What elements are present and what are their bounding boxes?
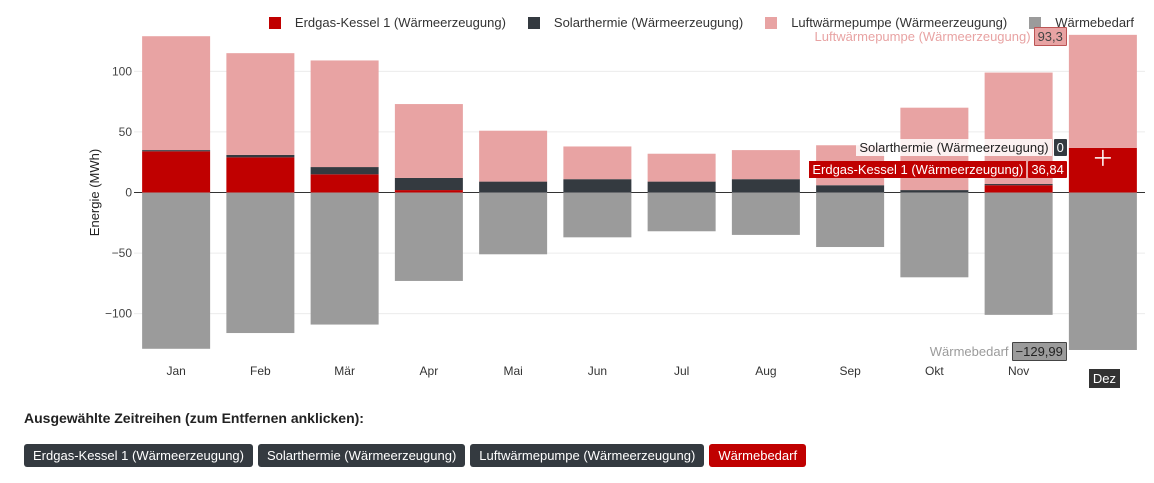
hover-label: Erdgas-Kessel 1 (Wärmeerzeugung) 36,84 — [809, 161, 1067, 178]
hover-series-name: Wärmebedarf — [929, 343, 1009, 359]
hover-label: Luftwärmepumpe (Wärmeerzeugung) 93,3 — [814, 26, 1067, 46]
bar-segment — [900, 190, 969, 193]
legend-swatch — [268, 16, 281, 29]
selected-series-title: Ausgewählte Zeitreihen (zum Entfernen an… — [24, 410, 364, 426]
legend-item[interactable]: Erdgas-Kessel 1 (Wärmeerzeugung) — [268, 15, 506, 30]
bar-segment — [731, 192, 800, 235]
bar-segment — [226, 154, 295, 158]
bar-segment — [142, 151, 211, 193]
bar-segment — [984, 185, 1053, 193]
y-tick-label: 50 — [119, 125, 133, 139]
bar-segment — [394, 104, 463, 178]
legend-item[interactable]: Solarthermie (Wärmeerzeugung) — [527, 15, 744, 30]
x-tick-label: Jun — [588, 364, 607, 378]
bar-segment — [226, 53, 295, 155]
hover-value: −129,99 — [1011, 341, 1067, 361]
legend-label: Luftwärmepumpe (Wärmeerzeugung) — [791, 15, 1008, 30]
bar-segment — [394, 192, 463, 281]
x-tick-label: Okt — [925, 364, 944, 378]
bar-segment — [142, 192, 211, 349]
bar-segment — [479, 130, 548, 182]
bar-segment — [142, 150, 211, 152]
selected-series-chip[interactable]: Luftwärmepumpe (Wärmeerzeugung) — [470, 444, 705, 467]
legend-item[interactable]: Luftwärmepumpe (Wärmeerzeugung) — [765, 15, 1007, 30]
bar-segment — [816, 185, 885, 193]
bar-segment — [394, 177, 463, 191]
hover-label: Solarthermie (Wärmeerzeugung) 0 — [856, 139, 1067, 156]
y-tick-label: 0 — [125, 186, 132, 200]
legend-label: Wärmebedarf — [1055, 15, 1134, 30]
bar-segment — [310, 174, 379, 193]
x-tick-label: Feb — [250, 364, 271, 378]
y-axis-label: Energie (MWh) — [87, 149, 102, 236]
hover-series-name: Luftwärmepumpe (Wärmeerzeugung) — [814, 28, 1031, 44]
bar-segment — [984, 184, 1053, 186]
hover-value: 0 — [1053, 139, 1067, 156]
selected-series-chip[interactable]: Solarthermie (Wärmeerzeugung) — [257, 444, 466, 467]
x-tick-label: Sep — [839, 364, 861, 378]
bar-segment — [816, 192, 885, 248]
hover-value: 93,3 — [1033, 26, 1067, 46]
hover-label: Wärmebedarf −129,99 — [929, 341, 1067, 361]
bar-segment — [647, 181, 716, 193]
hover-series-name: Erdgas-Kessel 1 (Wärmeerzeugung) — [809, 161, 1027, 178]
y-tick-label: 100 — [112, 64, 132, 78]
bar-segment — [226, 157, 295, 193]
bar-segment — [479, 192, 548, 255]
bar-segment — [731, 150, 800, 180]
bar-segment — [310, 192, 379, 325]
selected-series-chip[interactable]: Erdgas-Kessel 1 (Wärmeerzeugung) — [24, 444, 253, 467]
legend-swatch — [527, 16, 540, 29]
y-tick-label: −50 — [112, 246, 133, 260]
bar-segment — [226, 192, 295, 334]
x-tick-label: Nov — [1008, 364, 1029, 378]
hover-series-name: Solarthermie (Wärmeerzeugung) — [856, 139, 1052, 156]
x-tick-label: Jan — [166, 364, 185, 378]
stacked-bar-chart: −100 −50 0 50 100 Energie (MWh) Jan Feb Mär Apr Ma… — [87, 34, 1145, 378]
bar-segment — [647, 153, 716, 182]
bar-segment — [310, 167, 379, 175]
legend-swatch — [765, 16, 778, 29]
x-tick-label: Mär — [334, 364, 355, 378]
x-tick-label: Apr — [420, 364, 439, 378]
bar-segment — [1068, 192, 1137, 350]
x-tick-label-highlight: Dez — [1088, 369, 1120, 388]
bar-segment — [479, 181, 548, 193]
bar-segment — [563, 146, 632, 180]
bar-segment — [563, 179, 632, 193]
x-tick-label: Aug — [755, 364, 776, 378]
legend-item[interactable]: Wärmebedarf — [1029, 15, 1134, 30]
x-tick-label: Mai — [503, 364, 522, 378]
legend-label: Solarthermie (Wärmeerzeugung) — [553, 15, 744, 30]
selected-series-chip[interactable]: Wärmebedarf — [709, 444, 807, 467]
legend-swatch — [1029, 16, 1042, 29]
x-tick-label: Jul — [674, 364, 689, 378]
chart-legend: Erdgas-Kessel 1 (Wärmeerzeugung) Solarthe… — [247, 15, 1134, 30]
legend-label: Erdgas-Kessel 1 (Wärmeerzeugung) — [294, 15, 506, 30]
bar-segment — [394, 190, 463, 193]
bar-segment — [900, 192, 969, 278]
bar-segment — [984, 192, 1053, 315]
bar-segment — [1068, 34, 1137, 148]
y-tick-label: −100 — [105, 307, 132, 321]
bar-segment — [731, 179, 800, 193]
selected-series-chips: Erdgas-Kessel 1 (Wärmeerzeugung) Solarthe… — [24, 444, 807, 467]
hover-value: 36,84 — [1028, 161, 1067, 178]
bar-segment — [647, 192, 716, 232]
bar-segment — [310, 60, 379, 168]
bar-segment — [563, 192, 632, 238]
bar-segment — [142, 36, 211, 151]
